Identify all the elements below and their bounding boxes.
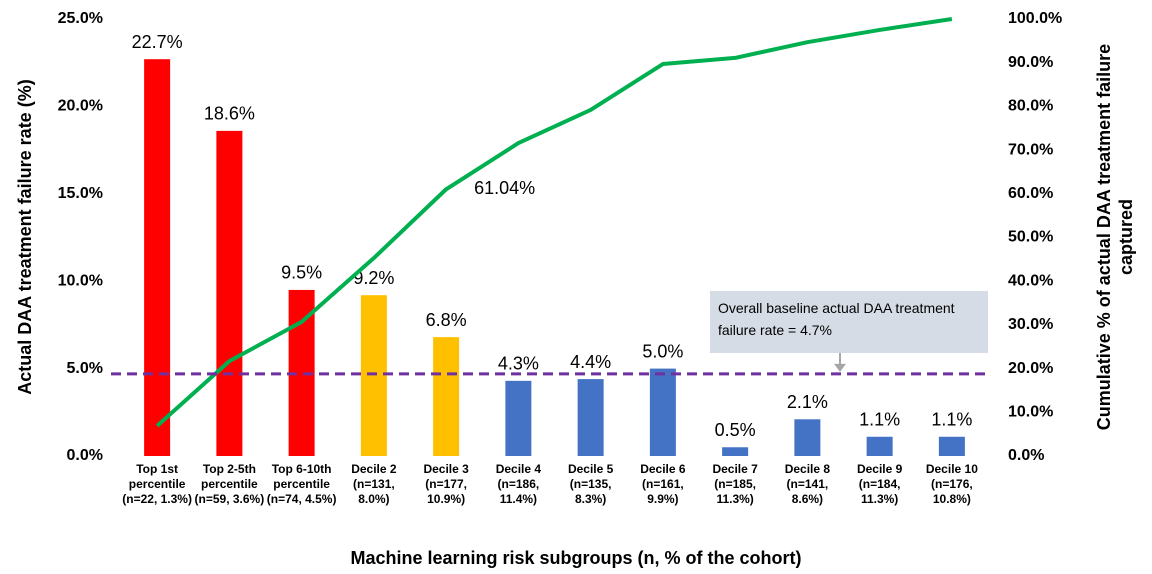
value-label: 4.3% xyxy=(498,354,539,374)
bar xyxy=(505,380,532,456)
value-label: 2.1% xyxy=(787,392,828,412)
y2-tick-label: 20.0% xyxy=(1008,360,1053,377)
y-tick-label: 0.0% xyxy=(67,447,103,464)
value-label: 1.1% xyxy=(859,410,900,430)
y-tick-label: 25.0% xyxy=(58,10,103,27)
y2-axis-title: Cumulative % of actual DAA treatment fai… xyxy=(1094,43,1136,431)
bar xyxy=(360,295,387,456)
cumulative-line xyxy=(155,17,953,428)
value-label: 1.1% xyxy=(931,410,972,430)
x-tick-label: Top 6-10th percentile (n=74, 4.5%) xyxy=(266,462,337,506)
reference-annotation: Overall baseline actual DAA treatment fa… xyxy=(710,291,988,353)
y-tick-label: 5.0% xyxy=(67,360,103,377)
y2-tick-label: 50.0% xyxy=(1008,229,1053,246)
bar xyxy=(722,447,749,456)
y-tick-label: 10.0% xyxy=(58,272,103,289)
x-tick-label: Decile 8 (n=141, 8.6%) xyxy=(784,462,831,506)
y-tick-label: 15.0% xyxy=(58,185,103,202)
x-tick-label: Decile 5 (n=135, 8.3%) xyxy=(567,462,614,506)
x-tick-label: Decile 2 (n=131, 8.0%) xyxy=(351,462,397,506)
value-label: 9.5% xyxy=(281,263,322,283)
value-label: 6.8% xyxy=(426,310,467,330)
value-label: 0.5% xyxy=(715,420,756,440)
x-tick-label: Top 1st percentile (n=22, 1.3%) xyxy=(122,462,192,506)
y-axis-title: Actual DAA treatment failure rate (%) xyxy=(15,79,35,395)
x-tick-label: Decile 3 (n=177, 10.9%) xyxy=(423,462,469,506)
y2-tick-label: 70.0% xyxy=(1008,141,1053,158)
bar xyxy=(433,337,460,456)
x-axis-title: Machine learning risk subgroups (n, % of… xyxy=(350,548,802,568)
value-label: 9.2% xyxy=(353,268,394,288)
value-label: 5.0% xyxy=(642,341,683,361)
bar xyxy=(866,436,893,456)
line-value-label: 61.04% xyxy=(474,178,535,198)
bar xyxy=(649,368,676,456)
bar xyxy=(216,130,243,456)
value-label: 18.6% xyxy=(204,104,255,124)
x-tick-label: Decile 10 (n=176, 10.8%) xyxy=(925,462,978,506)
annotation-arrowhead xyxy=(834,363,846,372)
y2-tick-label: 90.0% xyxy=(1008,54,1053,71)
y2-tick-label: 40.0% xyxy=(1008,272,1053,289)
y2-tick-label: 0.0% xyxy=(1008,447,1044,464)
y2-tick-label: 80.0% xyxy=(1008,98,1053,115)
y-tick-label: 20.0% xyxy=(58,98,103,115)
x-tick-label: Decile 6 (n=161, 9.9%) xyxy=(640,462,686,506)
value-label: 22.7% xyxy=(132,32,183,52)
x-tick-label: Decile 7 (n=185, 11.3%) xyxy=(712,462,758,506)
value-label: 4.4% xyxy=(570,352,611,372)
y2-tick-label: 60.0% xyxy=(1008,185,1053,202)
bar xyxy=(938,436,965,456)
bar xyxy=(577,379,604,456)
x-tick-label: Top 2-5th percentile (n=59, 3.6%) xyxy=(194,462,265,506)
x-tick-label: Decile 9 (n=184, 11.3%) xyxy=(856,462,903,506)
y2-tick-label: 30.0% xyxy=(1008,316,1053,333)
bar xyxy=(794,419,821,456)
y2-tick-label: 10.0% xyxy=(1008,404,1053,421)
x-tick-label: Decile 4 (n=186, 11.4%) xyxy=(495,462,542,506)
bar xyxy=(144,59,171,456)
y2-tick-label: 100.0% xyxy=(1008,10,1062,27)
